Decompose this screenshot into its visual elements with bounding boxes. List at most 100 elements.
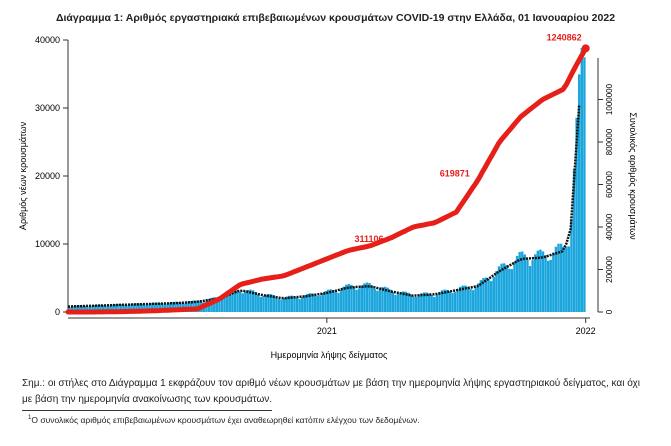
y-right-tick-label: 400000 [605, 213, 614, 240]
daily-case-bar [352, 287, 356, 312]
daily-case-bar [153, 302, 156, 312]
daily-case-bar [96, 304, 99, 312]
y-right-tick-label: 0 [605, 309, 614, 314]
daily-case-bar [70, 306, 74, 312]
daily-case-bar [259, 296, 263, 312]
y-right-tick-label: 800000 [605, 128, 614, 155]
daily-case-bar [409, 294, 413, 312]
daily-case-bar [238, 291, 242, 312]
daily-case-bar [526, 259, 529, 312]
footnote-divider [22, 410, 272, 411]
daily-case-bar [549, 259, 552, 312]
daily-case-bar [430, 295, 433, 312]
y-right-tick-label: 600000 [605, 171, 614, 198]
y-axis-right-title: Συνολικός αριθμός κρουσμάτων [628, 112, 638, 240]
daily-case-bar [357, 288, 361, 312]
cumulative-cases-line [65, 45, 589, 315]
daily-case-bar [301, 297, 304, 312]
daily-case-bar [337, 292, 340, 312]
daily-case-bar [81, 305, 84, 312]
daily-case-bar [213, 297, 216, 312]
daily-case-bar [402, 291, 405, 312]
daily-case-bar [557, 243, 560, 312]
daily-case-bar [433, 296, 436, 312]
daily-case-bar [254, 291, 257, 312]
daily-case-bar [262, 296, 265, 312]
daily-case-bar [228, 292, 231, 312]
daily-case-bar [114, 304, 118, 312]
daily-case-bar [269, 294, 273, 312]
daily-case-bar [414, 297, 418, 312]
y-left-tick-label: 40000 [35, 35, 60, 45]
daily-case-bar [148, 303, 151, 312]
chart-area: 0100002000030000400000200000400000600000… [18, 32, 638, 360]
daily-case-bar [319, 295, 322, 312]
footnote-marker: 1 [28, 415, 32, 422]
daily-case-bar [370, 285, 374, 312]
daily-case-bar [492, 277, 495, 312]
daily-case-bar [176, 302, 180, 312]
daily-case-bar [306, 293, 309, 312]
daily-case-bar [376, 290, 379, 312]
daily-case-bar [534, 254, 537, 312]
daily-case-bar [360, 285, 363, 312]
daily-case-bar [562, 246, 565, 312]
daily-case-bar [140, 303, 143, 312]
daily-case-bar [303, 295, 307, 312]
daily-case-bar [365, 282, 369, 312]
daily-case-bar [192, 300, 195, 312]
daily-case-bar [109, 305, 112, 312]
daily-case-bar [461, 285, 464, 312]
daily-case-bar [453, 292, 457, 312]
daily-case-bar [389, 289, 392, 312]
daily-case-bar [451, 293, 454, 312]
daily-case-bar [394, 294, 397, 312]
daily-case-bar [316, 296, 319, 312]
daily-case-bar [350, 284, 353, 312]
daily-case-bar [515, 255, 519, 312]
daily-case-bar [521, 251, 524, 312]
daily-case-bar [267, 293, 270, 312]
daily-case-bar [471, 290, 475, 312]
daily-case-bar [285, 296, 288, 312]
daily-case-bar [78, 305, 81, 312]
y-right-tick-label: 200000 [605, 256, 614, 283]
daily-case-bar [578, 74, 581, 313]
daily-case-bar [417, 294, 420, 312]
daily-case-bar [567, 246, 571, 312]
daily-case-bar [218, 298, 221, 312]
daily-case-bar [422, 292, 426, 312]
daily-case-bar [484, 277, 488, 312]
x-axis-title: Ημερομηνία λήψης δείγματος [271, 350, 388, 360]
daily-case-bar [233, 289, 237, 312]
daily-case-bar [106, 306, 110, 312]
daily-case-bar [440, 290, 444, 312]
daily-case-bar [386, 287, 389, 312]
daily-case-bar [83, 305, 87, 312]
daily-case-bar [368, 282, 371, 312]
y-axis-left-title: Αριθμός νέων κρουσμάτων [18, 121, 28, 230]
daily-case-bar [326, 289, 330, 312]
daily-case-bar [536, 250, 539, 312]
daily-case-bar [580, 48, 584, 313]
daily-case-bar [528, 265, 532, 312]
daily-case-bar [249, 289, 252, 312]
daily-case-bar [246, 289, 250, 312]
cumulative-annotation-label: 619871 [440, 168, 470, 178]
daily-case-bar [407, 292, 410, 312]
daily-case-bar [86, 306, 89, 312]
daily-case-bar [282, 298, 286, 312]
daily-case-bar [477, 283, 480, 312]
cumulative-end-marker [581, 44, 590, 53]
daily-case-bar [469, 288, 472, 312]
daily-case-bar [464, 285, 467, 312]
daily-case-bar [570, 219, 573, 312]
daily-case-bar [363, 283, 366, 312]
daily-case-bar [391, 292, 395, 312]
daily-case-bar [497, 266, 501, 312]
daily-case-bar [539, 249, 542, 312]
daily-case-bar [251, 290, 255, 312]
daily-case-bar [399, 292, 402, 312]
daily-case-bar [295, 297, 299, 312]
daily-average-line [67, 104, 581, 308]
